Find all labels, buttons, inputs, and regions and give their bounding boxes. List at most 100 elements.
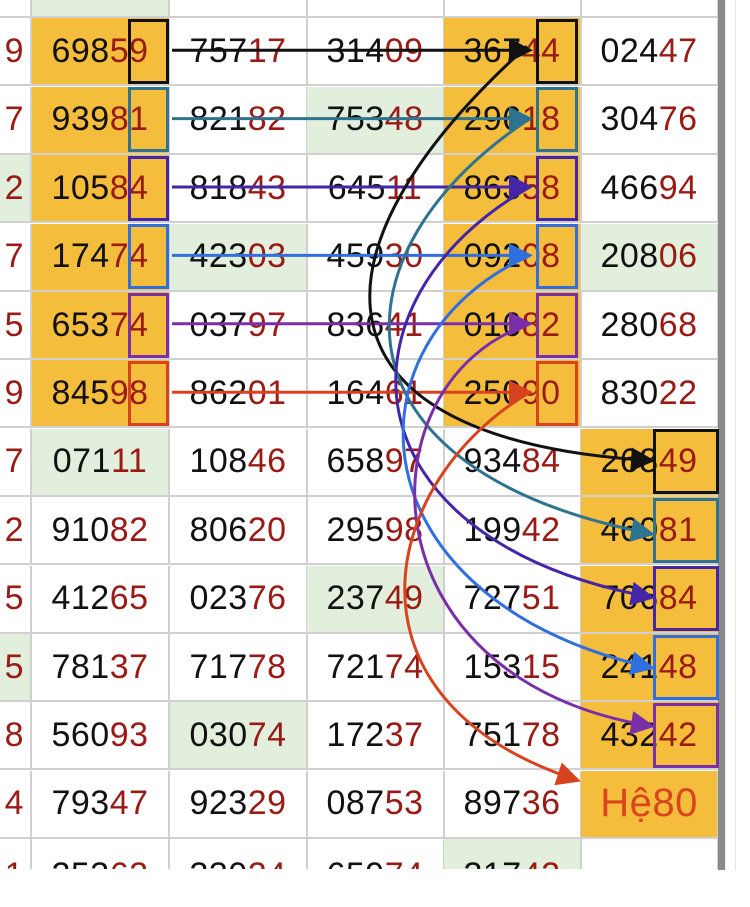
- table-cell: 793 47: [32, 770, 170, 839]
- table-cell: 698 59: [32, 18, 170, 87]
- digits-red: 11: [110, 442, 148, 481]
- digits-red: 93: [109, 715, 149, 754]
- highlight-box: [128, 292, 169, 358]
- digits-red: 9: [4, 31, 24, 70]
- digits-black: 199: [463, 510, 522, 549]
- table-cell: 706 84: [581, 565, 719, 634]
- digits-black: 087: [326, 784, 385, 823]
- table-cell: [170, 0, 308, 18]
- table-cell: 105 84: [32, 155, 170, 224]
- digits-red: 76: [658, 100, 698, 139]
- digits-black: 253: [51, 856, 109, 869]
- digits-red: 15: [521, 647, 561, 686]
- table-cell: 153 15: [444, 634, 582, 702]
- table-cell: 7: [0, 86, 32, 155]
- digits-red: 49: [658, 442, 698, 481]
- table-cell: 280 68: [581, 292, 719, 360]
- digits-black: 412: [51, 579, 110, 618]
- table-cell: 023 76: [170, 565, 308, 634]
- table-cell: 910 82: [32, 497, 170, 566]
- scrollbar-track: [725, 0, 750, 870]
- digits-black: 237: [326, 579, 385, 618]
- table-cell: 65974: [307, 839, 445, 870]
- digits-red: 22: [658, 373, 698, 412]
- highlight-box: [653, 703, 719, 768]
- digits-red: 53: [384, 784, 424, 823]
- table-cell: 8: [0, 702, 32, 771]
- table-cell: 5: [0, 565, 32, 634]
- table-cell: 5: [0, 292, 32, 360]
- digits-black: 330: [189, 856, 247, 869]
- digits-red: 81: [658, 510, 698, 549]
- digits-red: 51: [521, 579, 561, 618]
- digits-black: 717: [189, 647, 248, 686]
- digits-red: 24: [248, 856, 287, 869]
- digits-red: 76: [247, 579, 287, 618]
- digits-red: 84: [658, 579, 698, 618]
- scrollbar[interactable]: [718, 0, 725, 870]
- digits-black: 658: [326, 442, 385, 481]
- table-cell: 7: [0, 428, 32, 497]
- table-cell: 030 74: [170, 702, 308, 771]
- digits-black: 153: [463, 647, 522, 686]
- highlight-box: [536, 87, 578, 153]
- table-cell: 108 46: [170, 428, 308, 497]
- table-cell: 2: [0, 497, 32, 566]
- digits-black: 071: [52, 442, 111, 481]
- table-cell: 806 20: [170, 497, 308, 566]
- digits-red: 7: [4, 237, 24, 276]
- digits-black: 105: [51, 168, 110, 207]
- digits-red: 7: [4, 442, 24, 481]
- digits-red: 37: [109, 647, 149, 686]
- table-cell: 897 36: [444, 770, 582, 839]
- digits-red: 2: [4, 510, 24, 549]
- digits-red: 65: [109, 579, 149, 618]
- table-cell: 560 93: [32, 702, 170, 771]
- digits-black: 659: [326, 856, 384, 869]
- curved-arrow: [394, 185, 655, 606]
- digits-black: 024: [600, 31, 659, 70]
- table-cell: Hệ80: [581, 770, 719, 839]
- digits-black: 174: [51, 237, 110, 276]
- table-cell: 172 37: [307, 702, 445, 771]
- curved-arrow: [413, 322, 655, 735]
- highlight-box: [536, 292, 578, 358]
- digits-black: 721: [326, 647, 385, 686]
- arrow-overlay: [172, 38, 655, 786]
- table-cell: [307, 0, 445, 18]
- digits-black: 030: [189, 715, 248, 754]
- digits-red: 94: [658, 168, 698, 207]
- digits-black: 934: [463, 442, 522, 481]
- curved-arrow: [387, 117, 655, 542]
- table-cell: [0, 0, 32, 18]
- digits-red: 9: [4, 373, 24, 412]
- digits-black: 304: [600, 100, 659, 139]
- digits-red: 1: [5, 856, 24, 869]
- digits-black: 698: [51, 31, 110, 70]
- table-cell: 939 81: [32, 86, 170, 155]
- table-cell: 466 94: [581, 155, 719, 224]
- digits-red: 48: [658, 647, 698, 686]
- table-cell: 295 98: [307, 497, 445, 566]
- table-cell: 33024: [170, 839, 308, 870]
- digits-black: 280: [600, 305, 659, 344]
- table-cell: 071 11: [32, 428, 170, 497]
- highlight-box: [536, 155, 578, 221]
- digits-black: 108: [189, 442, 248, 481]
- table-cell: 423 03: [170, 223, 308, 292]
- digits-black: 910: [51, 510, 110, 549]
- digits-black: 653: [51, 305, 110, 344]
- digits-black: 845: [51, 373, 110, 412]
- table-cell: 4: [0, 770, 32, 839]
- table-cell: 751 78: [444, 702, 582, 771]
- digits-red: 42: [522, 856, 561, 869]
- digits-red: 29: [247, 784, 287, 823]
- digits-red: 42: [658, 715, 698, 754]
- digits-black: 023: [189, 579, 248, 618]
- table-cell: 9: [0, 360, 32, 429]
- digits-red: 2: [4, 168, 24, 207]
- digits-black: 897: [463, 784, 522, 823]
- digits-red: 5: [4, 579, 24, 618]
- highlight-box: [128, 155, 169, 221]
- digits-black: 923: [189, 784, 248, 823]
